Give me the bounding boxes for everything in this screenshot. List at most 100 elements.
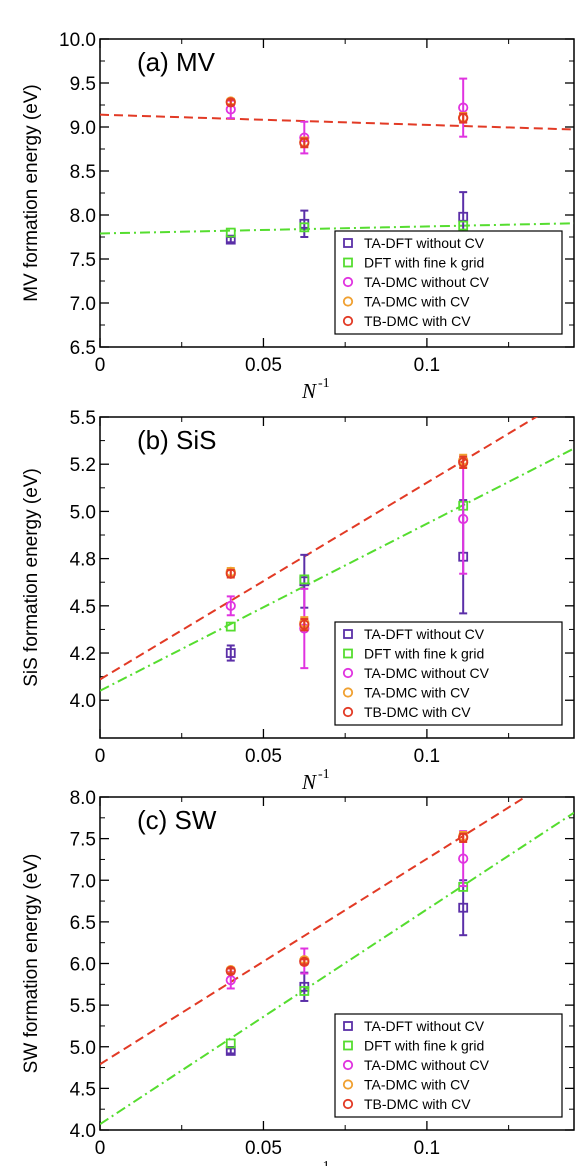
series-3 [225, 830, 469, 976]
y-axis-title: MV formation energy (eV) [21, 84, 42, 302]
y-tick-label: 6.5 [70, 913, 96, 934]
series-2 [225, 830, 469, 990]
x-axis-title-exponent: -1 [318, 767, 330, 782]
x-axis-title-base: N [301, 770, 317, 794]
legend-label: TA-DMC without CV [364, 1057, 490, 1073]
legend-label: TA-DMC with CV [364, 685, 470, 701]
data-point-square [299, 986, 310, 996]
fit-line-dft [100, 811, 574, 1126]
y-tick-label: 9.0 [70, 118, 96, 139]
y-tick-label: 8.0 [70, 206, 96, 227]
x-tick-label: 0.05 [245, 746, 282, 767]
data-point-circle [299, 137, 310, 148]
legend-label: TA-DMC without CV [364, 665, 490, 681]
data-point-circle [225, 965, 236, 977]
fit-line-dmc [100, 113, 574, 131]
y-axis-title: SiS formation energy (eV) [21, 468, 42, 687]
legend-marker-circle [342, 1059, 354, 1071]
data-point-circle [458, 853, 469, 864]
legend-marker-square [343, 629, 353, 639]
data-point-circle [458, 513, 469, 525]
x-tick-label: 0 [95, 1138, 106, 1159]
legend-marker-circle [342, 667, 354, 679]
y-tick-label: 5.5 [70, 408, 96, 429]
y-tick-label: 6.0 [70, 955, 96, 976]
data-point-circle [299, 619, 310, 630]
chart-panel-0: 0 0.05 0.1 6.5 7.0 7.5 8.0 8.5 9.0 9.5 10.0 MV form… [21, 30, 575, 403]
data-point-square [458, 220, 469, 231]
plot-frame [99, 416, 575, 739]
legend-box [334, 621, 563, 726]
legend-label: TA-DMC without CV [364, 274, 490, 290]
data-point-circle [458, 832, 469, 843]
series-4 [225, 832, 469, 977]
y-tick-label: 4.8 [70, 550, 96, 571]
panel-title: (c) SW [137, 805, 217, 835]
legend-marker-square [343, 648, 353, 659]
legend-label: TA-DFT without CV [364, 235, 485, 251]
legend: TA-DFT without CV DFT with fine k grid TA-… [334, 1013, 563, 1118]
y-tick-label: 5.2 [70, 455, 96, 476]
y-tick-label: 7.0 [70, 871, 96, 892]
x-tick-label: 0 [95, 355, 106, 376]
x-axis-title-exponent: -1 [318, 1159, 330, 1166]
x-tick-label: 0.1 [414, 746, 440, 767]
x-tick-label: 0.05 [245, 355, 282, 376]
legend-marker-circle [342, 687, 354, 698]
y-tick-label: 5.0 [70, 1038, 96, 1059]
legend-label: DFT with fine k grid [364, 646, 484, 662]
legend-label: TB-DMC with CV [364, 313, 471, 329]
x-tick-label: 0 [95, 746, 106, 767]
x-tick-label: 0.1 [414, 1138, 440, 1159]
legend-label: TB-DMC with CV [364, 1096, 471, 1112]
y-tick-label: 6.5 [70, 338, 96, 359]
series-3 [225, 96, 469, 148]
data-point-square [225, 648, 236, 658]
data-point-circle [225, 600, 236, 611]
data-point-square [225, 1038, 236, 1049]
y-tick-label: 4.0 [70, 691, 96, 712]
legend-marker-square [343, 238, 353, 248]
y-tick-label: 4.5 [70, 1079, 96, 1100]
legend-marker-circle [342, 276, 354, 288]
legend-marker-circle [342, 1098, 354, 1110]
data-point-square [299, 222, 310, 233]
series-4 [225, 455, 469, 632]
series-4 [225, 97, 469, 149]
legend-label: DFT with fine k grid [364, 1038, 484, 1054]
x-axis-title: N-1 [301, 767, 330, 794]
x-axis-title: N-1 [301, 376, 330, 403]
legend-label: TA-DMC with CV [364, 294, 470, 310]
chart-panel-2: 0 0.05 0.1 4.0 4.5 5.0 5.5 6.0 6.5 7.0 7.5 8.0 SW fo… [21, 788, 575, 1166]
data-point-square [458, 902, 469, 913]
y-tick-label: 4.2 [70, 644, 96, 665]
y-tick-label: 8.0 [70, 788, 96, 809]
x-axis-title-base: N [301, 379, 317, 403]
data-point-circle [225, 568, 236, 579]
legend: TA-DFT without CV DFT with fine k grid TA-… [334, 230, 563, 335]
legend-marker-square [343, 1021, 353, 1031]
legend-box [334, 230, 563, 335]
x-axis-title-exponent: -1 [318, 376, 330, 391]
y-axis-title: SW formation energy (eV) [21, 854, 42, 1074]
legend-marker-circle [342, 1079, 354, 1090]
legend-label: TA-DFT without CV [364, 1018, 485, 1034]
data-point-circle [458, 102, 469, 113]
panel-title: (a) MV [137, 47, 216, 77]
data-point-square [225, 621, 236, 632]
data-point-circle [458, 457, 469, 468]
legend-box [334, 1013, 563, 1118]
legend-label: TA-DMC with CV [364, 1077, 470, 1093]
legend-marker-square [343, 257, 353, 268]
legend-label: DFT with fine k grid [364, 255, 484, 271]
data-point-square [225, 227, 236, 238]
data-point-square [225, 234, 236, 245]
fit-line-dft [100, 447, 574, 692]
series-2 [225, 77, 469, 155]
data-point-square [299, 574, 310, 585]
panel-title: (b) SiS [137, 425, 216, 455]
legend: TA-DFT without CV DFT with fine k grid TA-… [334, 621, 563, 726]
y-tick-label: 7.0 [70, 294, 96, 315]
legend-marker-circle [342, 315, 354, 327]
